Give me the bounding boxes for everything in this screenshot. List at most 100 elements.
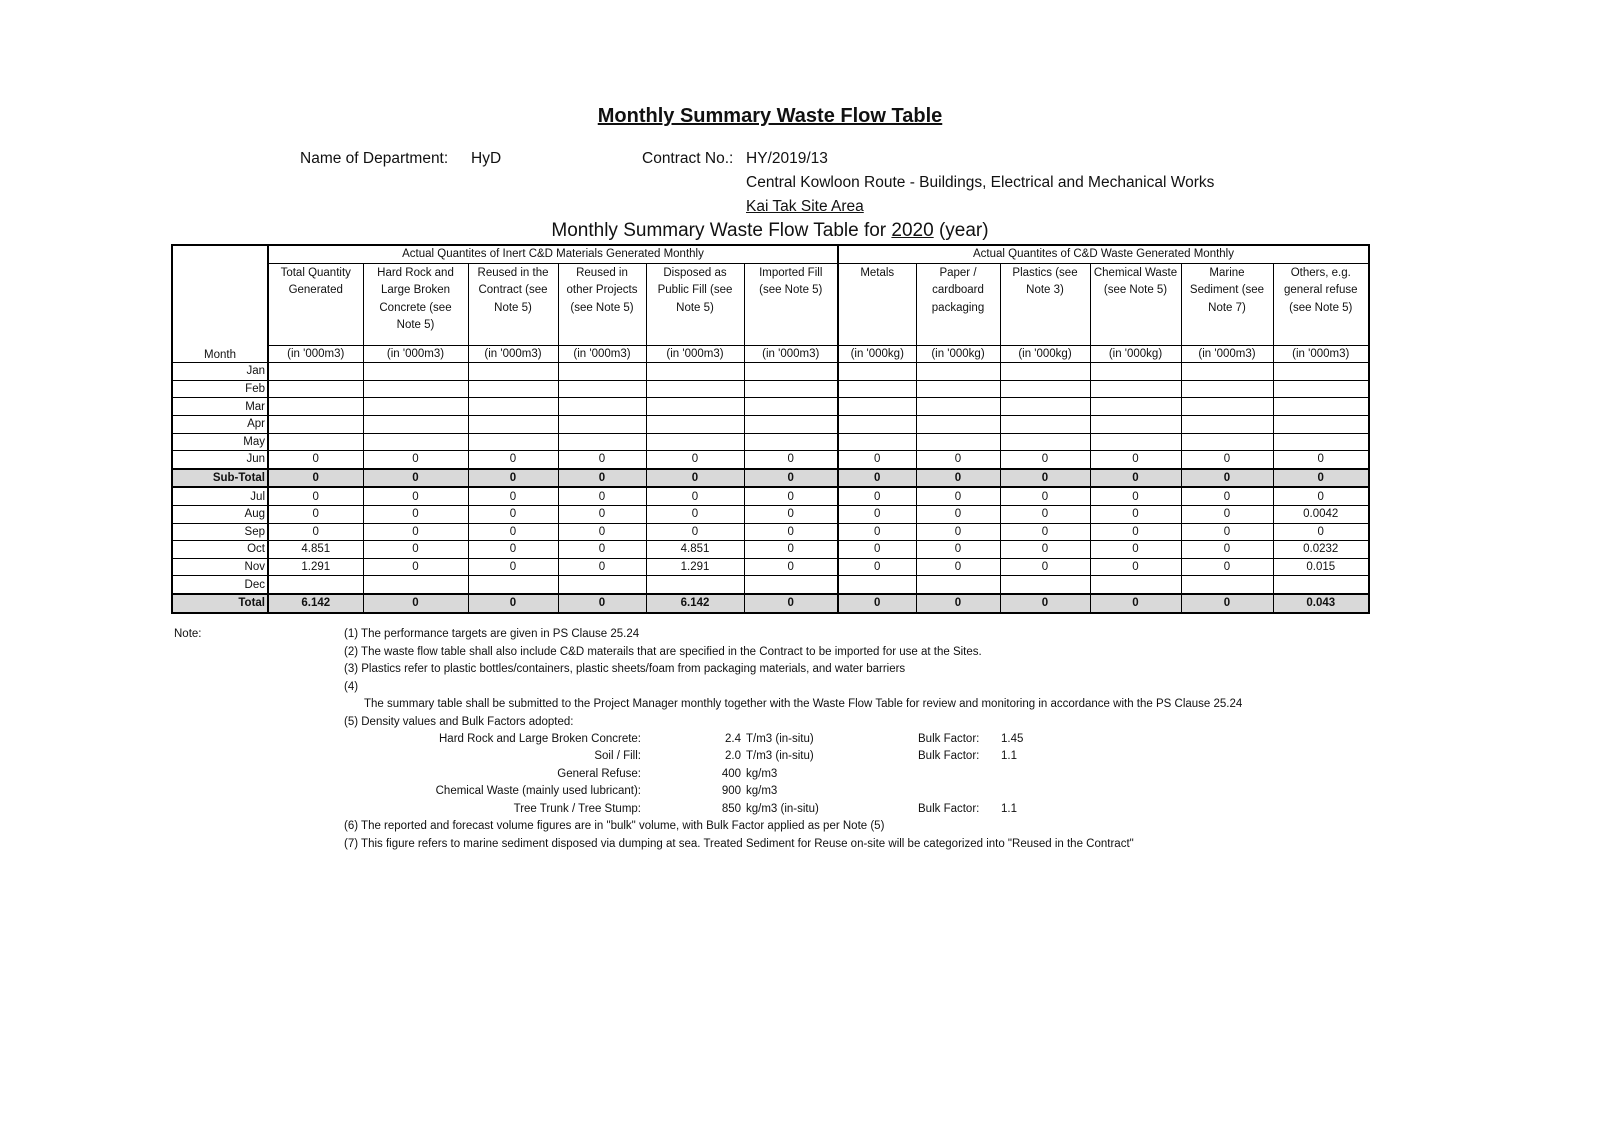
note-3: (3) Plastics refer to plastic bottles/co…: [344, 663, 906, 675]
value-cell: [645, 432, 745, 452]
value-cell: 0: [999, 592, 1091, 613]
value-cell: 0: [837, 522, 917, 542]
column-header-row: Total Quantity Generated Hard Rock and La…: [172, 262, 1370, 346]
value-cell: 0: [267, 486, 364, 506]
value-cell: [1180, 379, 1274, 399]
table-title-prefix: Monthly Summary Waste Flow Table for: [551, 220, 887, 241]
value-cell: [743, 397, 839, 416]
value-cell: [267, 575, 364, 595]
density-material: Tree Trunk / Tree Stump:: [513, 802, 641, 815]
value-cell: 0: [1272, 467, 1370, 489]
value-cell: [915, 362, 1001, 381]
value-cell: [915, 397, 1001, 416]
value-cell: [467, 379, 559, 399]
value-cell: [467, 575, 559, 595]
value-cell: [467, 397, 559, 416]
value-cell: 4.851: [267, 540, 364, 559]
column-header: Metals: [837, 262, 917, 346]
table-row: May: [171, 432, 1370, 452]
month-cell: Feb: [171, 379, 269, 399]
value-cell: 0: [915, 557, 1001, 577]
contract-name: Central Kowloon Route - Buildings, Elect…: [746, 174, 1215, 191]
value-cell: 0.0232: [1272, 540, 1370, 559]
value-cell: 0: [1180, 522, 1274, 542]
note-2: (2) The waste flow table shall also incl…: [344, 646, 982, 658]
value-cell: [467, 362, 559, 381]
value-cell: [645, 379, 745, 399]
value-cell: 0: [557, 540, 647, 559]
density-value: 900: [721, 785, 741, 798]
value-cell: 0: [645, 486, 745, 506]
value-cell: 0: [645, 450, 745, 470]
value-cell: 0: [362, 522, 469, 542]
value-cell: 0: [467, 557, 559, 577]
density-unit: kg/m3 (in-situ): [746, 802, 819, 815]
table-row: Jul 0 0 0 0 0 0 0 0 0 0 0 0: [171, 486, 1370, 506]
month-header: Month: [171, 244, 269, 364]
value-cell: 0: [1089, 467, 1182, 489]
value-cell: 0: [557, 592, 647, 613]
month-cell: May: [171, 432, 269, 452]
value-cell: 0: [1089, 540, 1182, 559]
note-1: (1) The performance targets are given in…: [344, 628, 640, 640]
value-cell: 0: [1272, 486, 1370, 506]
value-cell: 0: [467, 450, 559, 470]
value-cell: [267, 362, 364, 381]
value-cell: [1272, 397, 1370, 416]
value-cell: [362, 397, 469, 416]
column-header: Paper / cardboard packaging: [915, 262, 1001, 346]
value-cell: [362, 414, 469, 434]
column-unit: (in '000kg): [915, 344, 1001, 364]
table-title-year: 2020: [891, 220, 934, 241]
value-cell: [1180, 362, 1274, 381]
value-cell: 0: [743, 592, 839, 613]
month-cell: Dec: [171, 575, 269, 595]
value-cell: 0: [1089, 450, 1182, 470]
column-header: Plastics (see Note 3): [999, 262, 1091, 346]
month-cell: Total: [171, 592, 269, 613]
value-cell: 0: [915, 592, 1001, 613]
value-cell: 0: [1089, 504, 1182, 524]
value-cell: [557, 414, 647, 434]
value-cell: [837, 575, 917, 595]
density-value: 2.4: [725, 733, 741, 745]
value-cell: 0: [999, 486, 1091, 506]
value-cell: 0: [915, 450, 1001, 470]
value-cell: 0: [362, 450, 469, 470]
value-cell: [743, 362, 839, 381]
density-material: Hard Rock and Large Broken Concrete:: [439, 733, 641, 745]
contract-label: Contract No.:: [642, 150, 734, 167]
note-4-text: The summary table shall be submitted to …: [364, 698, 1243, 710]
unit-row: (in '000m3) (in '000m3) (in '000m3) (in '00…: [172, 344, 1370, 364]
value-cell: 0: [915, 522, 1001, 542]
value-cell: 0: [743, 486, 839, 506]
site-area: Kai Tak Site Area: [746, 198, 864, 215]
value-cell: 0.015: [1272, 557, 1370, 577]
bulk-factor-value: 1.1: [1001, 750, 1017, 763]
value-cell: [1180, 432, 1274, 452]
value-cell: [557, 362, 647, 381]
density-unit: kg/m3: [746, 767, 778, 780]
value-cell: 0: [999, 467, 1091, 489]
value-cell: 0: [999, 522, 1091, 542]
value-cell: 0: [1089, 592, 1182, 613]
column-header: Disposed as Public Fill (see Note 5): [645, 262, 745, 346]
value-cell: 1.291: [267, 557, 364, 577]
note-7: (7) This figure refers to marine sedimen…: [344, 838, 1134, 850]
value-cell: 4.851: [645, 540, 745, 559]
month-cell: Mar: [171, 397, 269, 416]
value-cell: 0: [467, 522, 559, 542]
value-cell: 0: [999, 504, 1091, 524]
column-unit: (in '000kg): [1089, 344, 1182, 364]
value-cell: 0: [267, 504, 364, 524]
value-cell: 0: [362, 504, 469, 524]
value-cell: 0: [645, 522, 745, 542]
value-cell: 0: [743, 522, 839, 542]
column-header: Reused in the Contract (see Note 5): [467, 262, 559, 346]
density-value: 400: [721, 767, 741, 780]
value-cell: 0: [999, 540, 1091, 559]
column-header: Total Quantity Generated: [267, 262, 364, 346]
density-material: Chemical Waste (mainly used lubricant):: [435, 785, 641, 798]
density-value: 2.0: [725, 750, 741, 763]
value-cell: [362, 575, 469, 595]
